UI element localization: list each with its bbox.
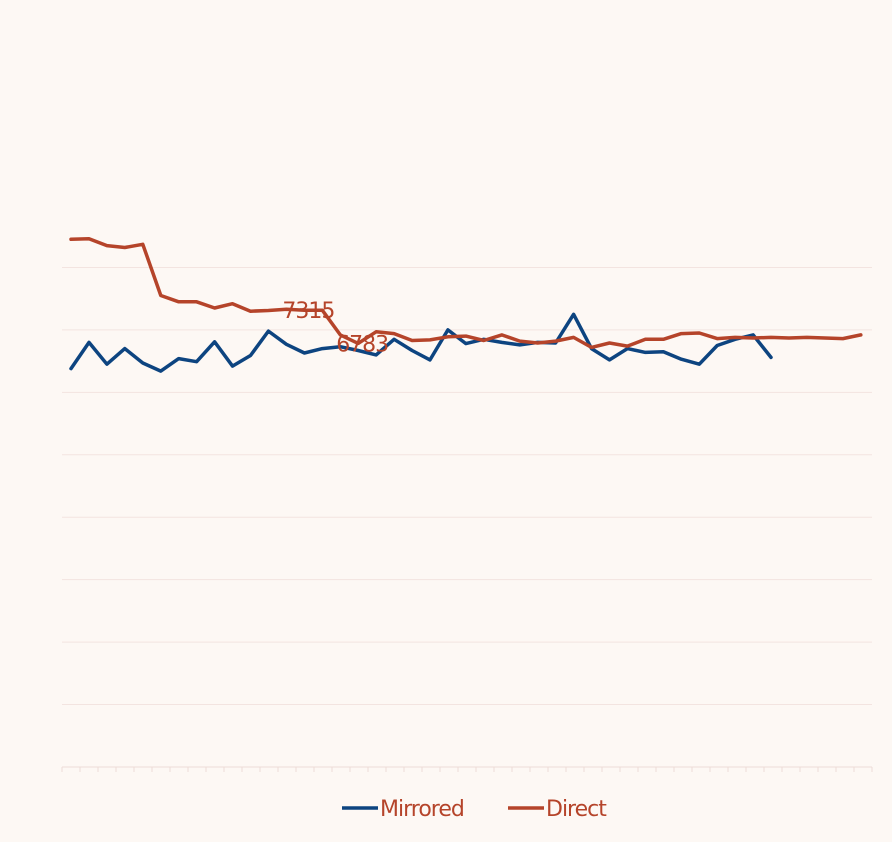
series-line-direct [69,236,863,350]
data-label: 6783 [336,332,388,357]
series-lines [69,236,863,373]
data-label: 7315 [282,299,334,324]
legend-label: Mirrored [380,797,464,822]
grid-lines [62,266,872,706]
legend-label: Direct [546,797,607,822]
x-axis [61,766,873,772]
series-line-mirrored [69,312,773,373]
legend: Mirrored Direct [342,797,608,822]
